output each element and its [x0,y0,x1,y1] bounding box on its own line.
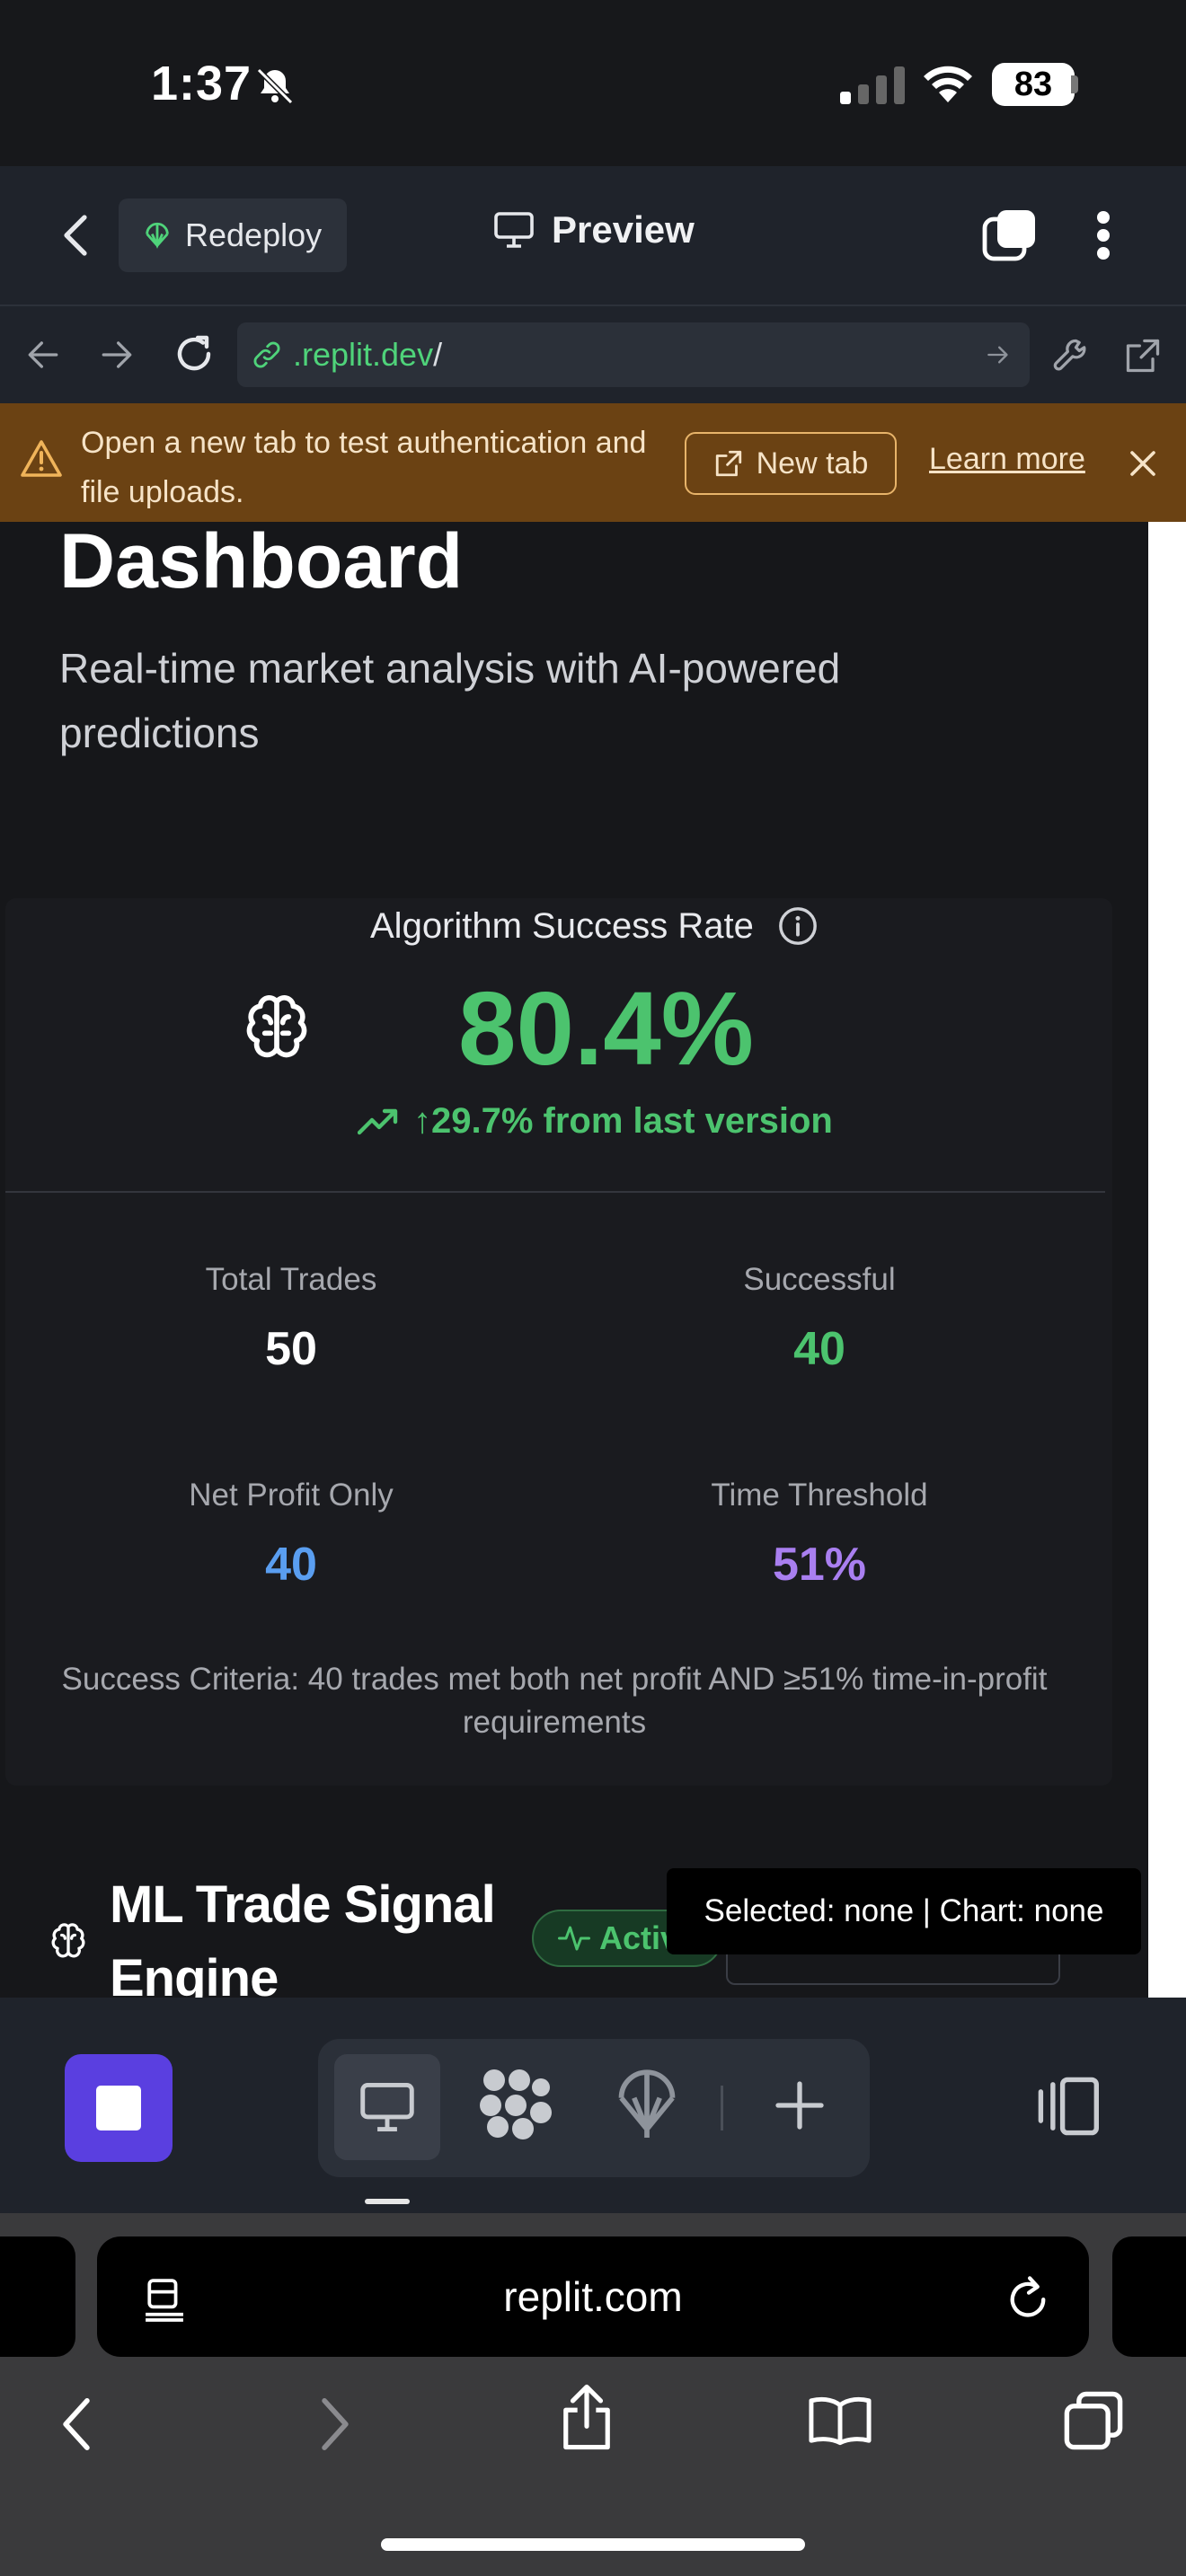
tabs-icon[interactable] [1062,2389,1125,2452]
safari-forward-icon[interactable] [318,2396,352,2452]
page-subtitle: Real-time market analysis with AI-powere… [59,645,841,756]
stop-button[interactable] [65,2054,173,2162]
toolbar-separator [721,2086,723,2130]
nav-back-arrow-icon[interactable] [25,339,61,371]
close-icon[interactable] [1127,447,1159,480]
net-profit-value: 40 [265,1539,317,1591]
safari-address-bar[interactable] [97,2236,1089,2357]
page-menu-icon[interactable] [144,2276,185,2323]
monitor-icon [492,210,535,250]
battery-tip [1071,75,1078,93]
tabs-switcher-icon[interactable] [981,208,1039,262]
card-divider [5,1191,1105,1193]
cellular-signal-icon [840,66,905,104]
url-text: .replit.dev/ [293,336,443,373]
wifi-icon [921,63,975,104]
net-profit-label: Net Profit Only [189,1478,394,1513]
activity-icon [557,1925,590,1952]
trending-up-icon [358,1107,401,1136]
redeploy-button[interactable]: Redeploy [119,198,347,272]
back-chevron-icon[interactable] [61,214,90,257]
desktop-view-button[interactable] [334,2054,440,2160]
layout-toggle-icon[interactable] [1033,2075,1102,2138]
success-rate-title: Algorithm Success Rate [370,905,819,947]
stop-icon [96,2086,141,2130]
total-trades-label: Total Trades [205,1262,377,1297]
trend-indicator: ↑29.7% from last version [358,1101,833,1142]
successful-value: 40 [793,1323,845,1375]
nav-forward-arrow-icon[interactable] [99,339,135,371]
active-tab-indicator [365,2199,410,2204]
preview-label: Preview [552,208,695,251]
deploy-icon[interactable] [613,2066,681,2141]
status-bar [0,0,1186,166]
warning-banner [0,403,1186,522]
open-external-icon[interactable] [1123,336,1163,375]
safari-address-text[interactable]: replit.com [503,2273,683,2320]
bookmarks-icon[interactable] [807,2393,873,2448]
previous-tab-peek[interactable] [0,2236,75,2357]
trend-text: ↑29.7% from last version [413,1101,833,1141]
more-options-icon[interactable] [1093,208,1114,262]
selection-tooltip: Selected: none | Chart: none [667,1868,1141,1954]
share-icon[interactable] [559,2382,615,2452]
brain-icon [241,990,313,1062]
warning-triangle-icon [20,438,63,478]
apps-grid-icon[interactable] [476,2066,555,2141]
successful-label: Successful [743,1262,896,1297]
new-tab-button[interactable]: New tab [685,432,897,495]
safari-back-icon[interactable] [59,2396,93,2452]
home-indicator [381,2538,805,2551]
success-rate-label: Algorithm Success Rate [370,905,754,946]
banner-message: Open a new tab to test authentication an… [81,426,647,509]
info-icon[interactable] [777,905,819,947]
success-rate-card [5,898,1112,1786]
ml-section-title: ML Trade Signal Engine [110,1875,496,2007]
devtools-wrench-icon[interactable] [1051,336,1091,375]
viewport-edge [1148,522,1186,1998]
reload-icon[interactable] [173,332,216,375]
battery-indicator: 83 [992,63,1075,106]
total-trades-value: 50 [265,1323,317,1375]
preview-tab[interactable]: Preview [492,208,695,251]
link-icon [252,340,282,370]
next-tab-peek[interactable] [1112,2236,1186,2357]
learn-more-link[interactable]: Learn more [929,442,1085,476]
add-icon[interactable] [771,2077,828,2134]
time-threshold-value: 51% [772,1539,867,1591]
bell-muted-icon [253,65,296,108]
safari-reload-icon[interactable] [1005,2272,1051,2323]
deploy-icon [142,220,173,251]
go-arrow-icon[interactable] [985,343,1012,366]
monitor-icon [360,2083,414,2131]
page-title: Dashboard [59,518,464,604]
external-link-icon [713,448,744,479]
success-rate-value: 80.4% [458,970,754,1087]
time-threshold-label: Time Threshold [711,1478,928,1513]
url-field[interactable]: .replit.dev/ [237,322,1030,387]
status-time: 1:37 [151,57,252,110]
brain-icon [49,1920,88,1960]
success-criteria-text: Success Criteria: 40 trades met both net… [61,1662,1048,1740]
new-tab-label: New tab [756,446,869,481]
redeploy-label: Redeploy [185,216,323,253]
